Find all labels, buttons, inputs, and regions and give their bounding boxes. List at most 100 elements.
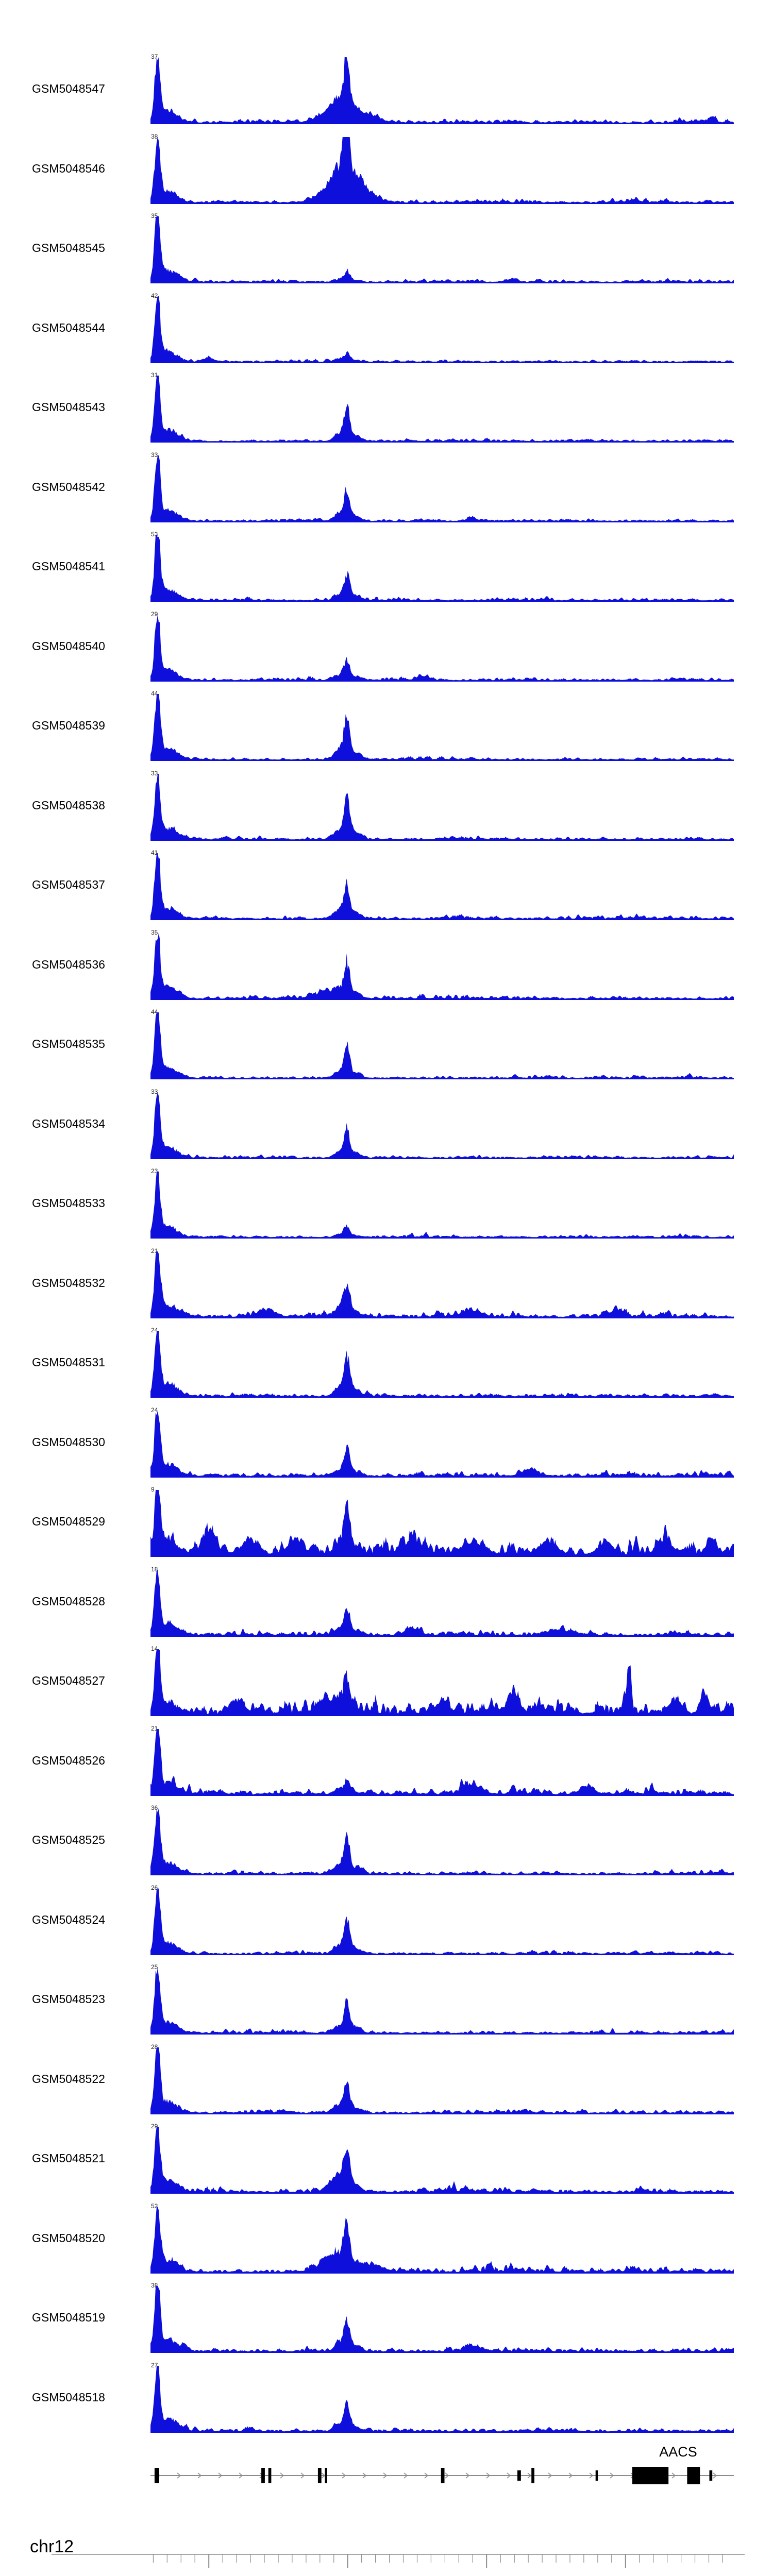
strand-arrow-icon [218, 2472, 223, 2479]
exon-box [595, 2470, 598, 2481]
track-row: GSM5048532 21 [0, 1243, 773, 1323]
track-ymax-value: 52 [151, 2202, 158, 2210]
exon-box [517, 2470, 521, 2481]
track-ymax-value: 18 [151, 1565, 158, 1573]
track-ymax-value: 28 [151, 2043, 158, 2050]
track-label: GSM5048523 [32, 1992, 105, 2006]
track-signal-plot [150, 2047, 734, 2114]
track-label: GSM5048518 [32, 2390, 105, 2404]
track-label: GSM5048544 [32, 320, 105, 334]
strand-arrow-icon [589, 2472, 594, 2479]
track-signal-plot [150, 1968, 734, 2035]
signal-area [150, 1172, 734, 1239]
track-ymax-value: 33 [151, 769, 158, 777]
gene-name-label: AACS [659, 2444, 697, 2460]
track-ymax-value: 14 [151, 1645, 158, 1652]
track-row: GSM5048537 41 [0, 845, 773, 925]
track-label: GSM5048534 [32, 1116, 105, 1130]
track-row: GSM5048534 33 [0, 1084, 773, 1164]
track-label: GSM5048538 [32, 798, 105, 812]
track-signal-plot [150, 1012, 734, 1079]
track-signal-plot [150, 1888, 734, 1955]
track-signal-plot [150, 535, 734, 602]
track-signal-plot [150, 1569, 734, 1637]
exon-box [632, 2467, 669, 2484]
track-label: GSM5048541 [32, 560, 105, 573]
track-ymax-value: 29 [151, 610, 158, 618]
track-label: GSM5048522 [32, 2072, 105, 2086]
signal-area [150, 2127, 734, 2194]
signal-area [150, 2047, 734, 2114]
track-row: GSM5048522 28 [0, 2039, 773, 2119]
track-signal-plot [150, 1808, 734, 1875]
track-signal-plot [150, 1092, 734, 1159]
strand-arrow-icon [610, 2472, 614, 2479]
exon-box [709, 2470, 713, 2481]
track-row: GSM5048531 24 [0, 1323, 773, 1402]
strand-arrow-icon [239, 2472, 243, 2479]
signal-area [150, 1808, 734, 1875]
track-signal-plot [150, 933, 734, 1000]
track-ymax-value: 42 [151, 292, 158, 299]
signal-area [150, 1649, 734, 1716]
exon-box [261, 2468, 265, 2483]
track-ymax-value: 27 [151, 2361, 158, 2369]
track-row: GSM5048518 27 [0, 2358, 773, 2437]
track-signal-plot [150, 1410, 734, 1478]
strand-arrow-icon [424, 2472, 429, 2479]
signal-area [150, 1968, 734, 2035]
signal-area [150, 853, 734, 920]
genome-axis-track: 125.07Mb125.08Mb125.09Mb125.1Mb [52, 2554, 745, 2568]
track-signal-plot [150, 216, 734, 283]
signal-area [150, 455, 734, 522]
track-label: GSM5048526 [32, 1753, 105, 1767]
track-ymax-value: 25 [151, 1963, 158, 1971]
track-signal-plot [150, 2206, 734, 2274]
strand-arrow-icon [362, 2472, 367, 2479]
signal-area [150, 376, 734, 443]
exon-box [325, 2468, 327, 2483]
strand-arrow-icon [527, 2472, 532, 2479]
track-label: GSM5048547 [32, 82, 105, 95]
track-label: GSM5048540 [32, 639, 105, 653]
exon-box [687, 2467, 700, 2484]
track-label: GSM5048520 [32, 2231, 105, 2245]
track-ymax-value: 35 [151, 928, 158, 936]
track-ymax-value: 31 [151, 371, 158, 379]
signal-area [150, 1569, 734, 1637]
track-row: GSM5048526 21 [0, 1721, 773, 1801]
track-ymax-value: 41 [151, 849, 158, 856]
track-row: GSM5048521 29 [0, 2119, 773, 2198]
track-row: GSM5048538 33 [0, 766, 773, 845]
track-label: GSM5048527 [32, 1674, 105, 1687]
track-ymax-value: 23 [151, 1167, 158, 1175]
track-ymax-value: 38 [151, 132, 158, 140]
track-signal-plot [150, 376, 734, 443]
track-label: GSM5048533 [32, 1196, 105, 1210]
chromosome-label: chr12 [30, 2537, 74, 2556]
track-label: GSM5048543 [32, 400, 105, 414]
strand-arrow-icon [507, 2472, 511, 2479]
signal-area [150, 1331, 734, 1398]
track-ymax-value: 44 [151, 1008, 158, 1015]
track-row: GSM5048520 52 [0, 2198, 773, 2278]
track-row: GSM5048528 18 [0, 1562, 773, 1641]
track-signal-plot [150, 2127, 734, 2194]
track-label: GSM5048539 [32, 719, 105, 732]
track-row: GSM5048533 23 [0, 1163, 773, 1243]
track-ymax-value: 9 [151, 1486, 155, 1493]
signal-area [150, 614, 734, 682]
track-ymax-value: 33 [151, 451, 158, 459]
track-row: GSM5048545 35 [0, 208, 773, 288]
track-signal-plot [150, 1649, 734, 1716]
track-label: GSM5048535 [32, 1037, 105, 1050]
track-row: GSM5048535 44 [0, 1004, 773, 1084]
signal-area [150, 1410, 734, 1478]
track-signal-plot [150, 853, 734, 920]
strand-arrow-icon [465, 2472, 470, 2479]
strand-arrow-icon [342, 2472, 346, 2479]
strand-arrow-icon [383, 2472, 388, 2479]
track-signal-plot [150, 1490, 734, 1557]
track-row: GSM5048519 38 [0, 2278, 773, 2358]
track-label: GSM5048529 [32, 1515, 105, 1528]
